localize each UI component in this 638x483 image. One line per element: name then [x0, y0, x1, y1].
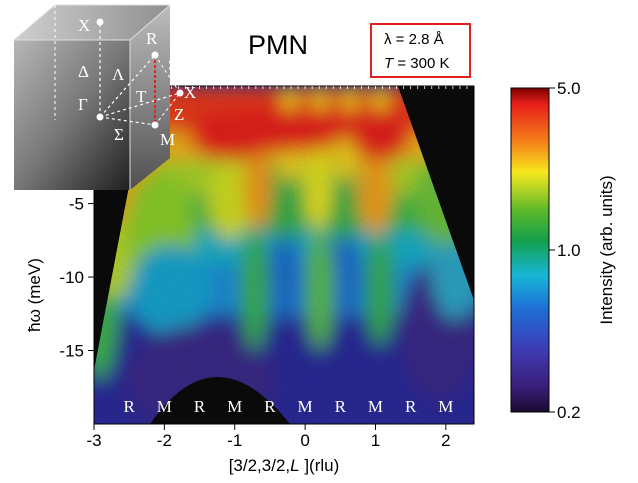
bz-label-sigma: Σ: [114, 125, 124, 144]
bz-label-t: T: [136, 87, 147, 106]
bz-label-r: R: [146, 29, 158, 48]
high-symmetry-label: M: [298, 397, 313, 416]
high-symmetry-label: R: [194, 397, 206, 416]
high-symmetry-label: M: [157, 397, 172, 416]
bz-label-s: S: [168, 55, 177, 74]
x-tick-label: -2: [157, 431, 172, 450]
y-axis-title: ħω (meV): [25, 258, 44, 332]
chart-title: PMN: [248, 30, 308, 60]
high-symmetry-label: R: [124, 397, 136, 416]
bz-label-x1: X: [78, 16, 90, 35]
x-tick-label: 1: [371, 431, 380, 450]
high-symmetry-label: R: [335, 397, 347, 416]
brillouin-zone-inset: X R S Δ Λ X Γ T Z Σ M: [12, 4, 196, 190]
high-symmetry-label: M: [227, 397, 242, 416]
bz-label-gamma: Γ: [78, 95, 88, 114]
high-symmetry-label: R: [405, 397, 417, 416]
bz-label-m: M: [160, 130, 175, 149]
x-tick-label: -1: [227, 431, 242, 450]
colorbar: [510, 87, 550, 413]
bz-label-delta: Δ: [78, 62, 89, 81]
y-tick-label: -10: [59, 268, 84, 287]
x-tick-label: 0: [300, 431, 309, 450]
temperature-line: T = 300 K: [384, 55, 450, 72]
high-symmetry-label: M: [368, 397, 383, 416]
bz-label-z: Z: [174, 105, 184, 124]
x-tick-label: 2: [441, 431, 450, 450]
bz-label-lambda: Λ: [112, 65, 125, 84]
x-axis-title: [3/2,3/2,L ](rlu): [229, 456, 340, 475]
conditions-box: λ = 2.8 Å T = 300 K: [370, 23, 471, 78]
x-tick-label: -3: [86, 431, 101, 450]
colorbar-tick-label: 5.0: [557, 79, 581, 98]
y-tick-label: -15: [59, 342, 84, 361]
colorbar-label: Intensity (arb. units): [597, 175, 616, 324]
colorbar-tick-label: 0.2: [557, 403, 581, 422]
bz-label-x2: X: [184, 83, 196, 102]
colorbar-ticks: 5.0 1.0 0.2: [549, 79, 581, 422]
y-tick-label: -5: [69, 195, 84, 214]
colorbar-tick-label: 1.0: [557, 241, 581, 260]
heatmap: [94, 86, 474, 424]
x-axis: -3 -2 -1 0 1 2: [86, 86, 468, 450]
wavelength-line: λ = 2.8 Å: [384, 31, 444, 48]
high-symmetry-label: R: [264, 397, 276, 416]
high-symmetry-label: M: [438, 397, 453, 416]
